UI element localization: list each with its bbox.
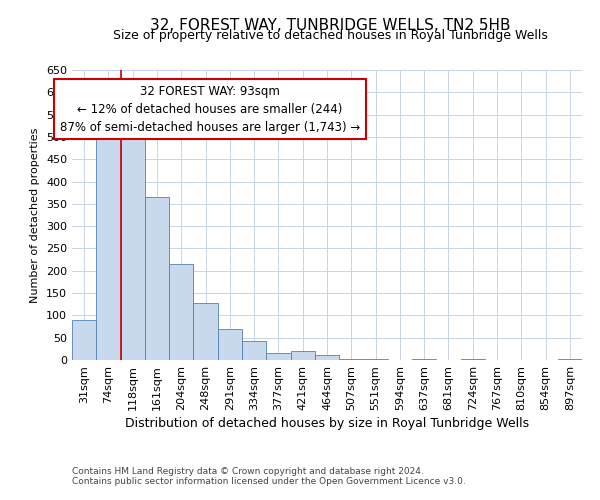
Bar xyxy=(558,359,582,360)
Bar xyxy=(72,320,96,360)
Bar xyxy=(242,342,266,360)
X-axis label: Distribution of detached houses by size in Royal Tunbridge Wells: Distribution of detached houses by size … xyxy=(125,417,529,430)
Bar xyxy=(290,351,315,360)
Bar xyxy=(169,264,193,360)
Bar xyxy=(412,359,436,360)
Bar xyxy=(121,124,145,360)
Text: 32, FOREST WAY, TUNBRIDGE WELLS, TN2 5HB: 32, FOREST WAY, TUNBRIDGE WELLS, TN2 5HB xyxy=(150,18,510,32)
Bar xyxy=(461,359,485,360)
Bar xyxy=(364,359,388,360)
Bar xyxy=(339,359,364,360)
Bar xyxy=(266,353,290,360)
Text: 32 FOREST WAY: 93sqm
← 12% of detached houses are smaller (244)
87% of semi-deta: 32 FOREST WAY: 93sqm ← 12% of detached h… xyxy=(59,84,360,134)
Bar xyxy=(315,355,339,360)
Text: Size of property relative to detached houses in Royal Tunbridge Wells: Size of property relative to detached ho… xyxy=(113,29,547,42)
Bar xyxy=(145,197,169,360)
Text: Contains public sector information licensed under the Open Government Licence v3: Contains public sector information licen… xyxy=(72,477,466,486)
Text: Contains HM Land Registry data © Crown copyright and database right 2024.: Contains HM Land Registry data © Crown c… xyxy=(72,467,424,476)
Bar xyxy=(218,329,242,360)
Y-axis label: Number of detached properties: Number of detached properties xyxy=(31,128,40,302)
Bar xyxy=(96,134,121,360)
Bar xyxy=(193,304,218,360)
